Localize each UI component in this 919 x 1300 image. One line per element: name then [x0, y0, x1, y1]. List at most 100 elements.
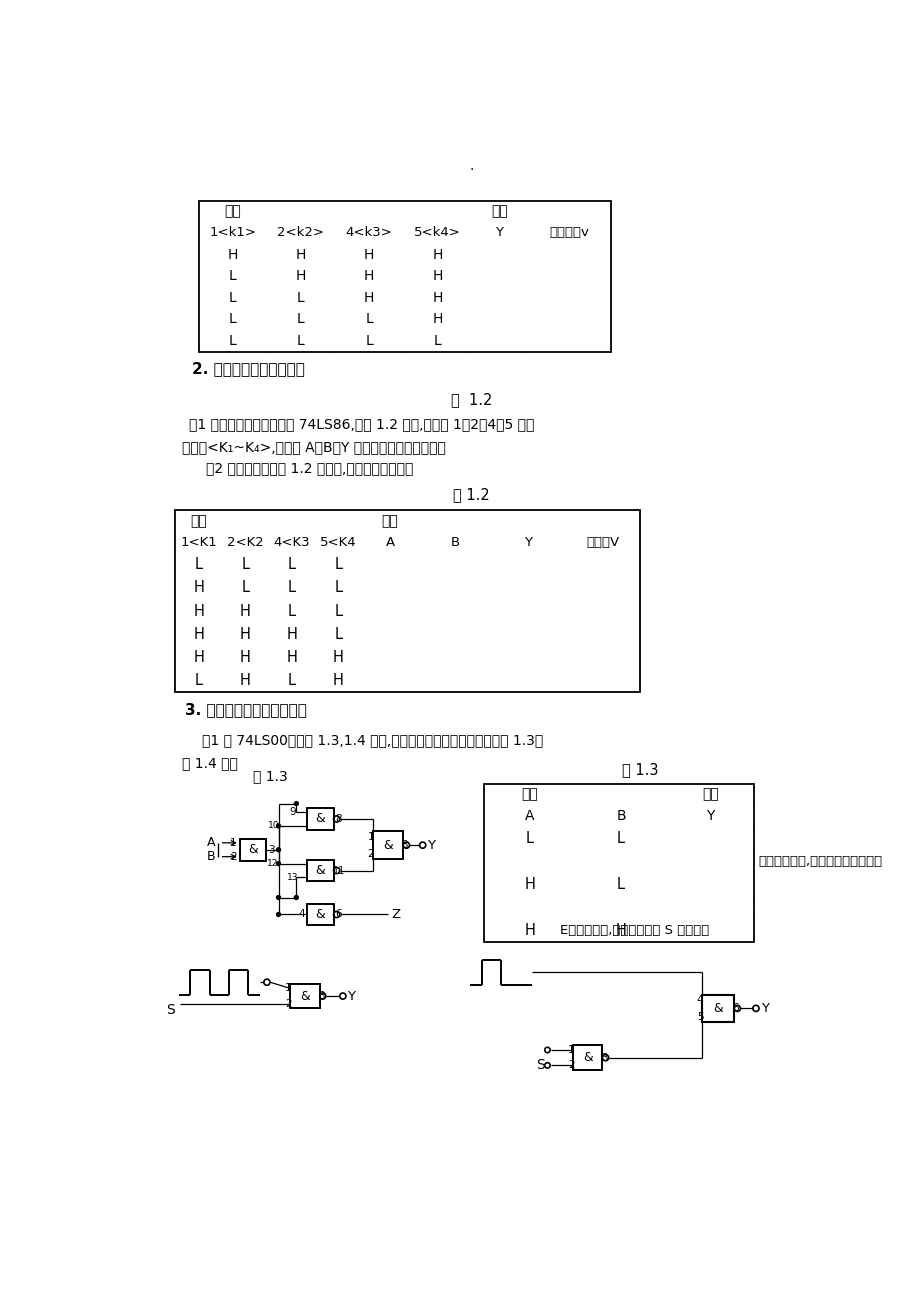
- Text: 8: 8: [335, 814, 341, 824]
- Text: H: H: [432, 291, 442, 304]
- Bar: [701, 994, 733, 1022]
- Bar: [307, 859, 334, 881]
- Text: 。2 将逻辑开关按表 1.2 的状态,将结果填入表中。: 。2 将逻辑开关按表 1.2 的状态,将结果填入表中。: [206, 462, 414, 476]
- Text: 2: 2: [568, 1061, 574, 1070]
- Text: 表 1.4 中。: 表 1.4 中。: [181, 757, 237, 771]
- Text: &: &: [382, 838, 392, 852]
- Bar: [307, 903, 334, 926]
- Text: L: L: [241, 558, 249, 572]
- Text: H: H: [615, 923, 626, 939]
- Text: &: &: [315, 812, 325, 826]
- Circle shape: [277, 913, 280, 916]
- Circle shape: [277, 862, 280, 866]
- Text: 1: 1: [568, 1045, 574, 1056]
- Text: 输入: 输入: [224, 204, 241, 218]
- Text: H: H: [432, 269, 442, 283]
- Text: H: H: [296, 269, 306, 283]
- Text: L: L: [195, 558, 202, 572]
- Text: B: B: [206, 850, 215, 863]
- Text: H: H: [432, 312, 442, 326]
- Text: 2<k2>: 2<k2>: [278, 226, 324, 239]
- Text: 5: 5: [696, 1011, 703, 1022]
- Text: 4: 4: [696, 994, 703, 1005]
- Text: 图  1.2: 图 1.2: [450, 391, 492, 407]
- Text: 10: 10: [267, 822, 279, 831]
- Text: H: H: [524, 923, 535, 939]
- Text: A: A: [206, 836, 215, 849]
- Text: L: L: [617, 831, 624, 846]
- Text: H: H: [432, 247, 442, 261]
- Text: &: &: [300, 989, 310, 1002]
- Text: &: &: [315, 864, 325, 878]
- Text: 3: 3: [317, 991, 324, 1001]
- Text: 5<K4: 5<K4: [320, 536, 357, 549]
- Text: Z: Z: [391, 907, 400, 920]
- Text: 路逻辑表述式,并画出等效逻辑图。: 路逻辑表述式,并画出等效逻辑图。: [757, 855, 881, 868]
- Text: 12: 12: [267, 859, 278, 868]
- Text: 辑开关<K₁~K₄>,输出端 A、B、Y 接电平显示发光二极管。: 辑开关<K₁~K₄>,输出端 A、B、Y 接电平显示发光二极管。: [181, 441, 445, 454]
- Text: 6: 6: [732, 1004, 738, 1014]
- Text: H: H: [240, 673, 250, 688]
- Text: 2: 2: [367, 849, 374, 858]
- Text: Y: Y: [494, 226, 503, 239]
- Text: L: L: [297, 291, 304, 304]
- Bar: [307, 809, 334, 829]
- Text: 表 1.2: 表 1.2: [453, 488, 489, 502]
- Text: L: L: [334, 581, 342, 595]
- Text: S: S: [165, 1002, 175, 1017]
- Text: 2: 2: [285, 998, 291, 1009]
- Text: L: L: [288, 603, 295, 619]
- Text: H: H: [333, 650, 344, 664]
- Circle shape: [294, 896, 298, 900]
- Text: Y: Y: [705, 809, 714, 823]
- Text: L: L: [365, 312, 373, 326]
- Text: Y: Y: [347, 989, 355, 1002]
- Bar: [289, 984, 319, 1009]
- Text: 输出: 输出: [491, 204, 507, 218]
- Text: H: H: [333, 673, 344, 688]
- Text: 6: 6: [335, 910, 342, 919]
- Text: 电压（V: 电压（V: [585, 536, 618, 549]
- Text: H: H: [227, 247, 238, 261]
- Text: 4<k3>: 4<k3>: [346, 226, 392, 239]
- Text: &: &: [712, 1002, 722, 1015]
- Text: B: B: [450, 536, 460, 549]
- Text: L: L: [229, 334, 236, 348]
- Text: 3: 3: [600, 1053, 607, 1062]
- Text: 表 1.3: 表 1.3: [621, 762, 658, 777]
- Text: 1<K1: 1<K1: [180, 536, 217, 549]
- Circle shape: [277, 896, 280, 900]
- Text: 2. 异或门逻辑功能的测试: 2. 异或门逻辑功能的测试: [192, 361, 305, 376]
- Text: 4<K3: 4<K3: [273, 536, 310, 549]
- Text: L: L: [334, 558, 342, 572]
- Text: L: L: [229, 269, 236, 283]
- Text: 2: 2: [230, 852, 236, 862]
- Text: H: H: [193, 650, 204, 664]
- Text: H: H: [364, 269, 374, 283]
- Text: L: L: [334, 603, 342, 619]
- Text: H: H: [364, 247, 374, 261]
- Text: H: H: [240, 603, 250, 619]
- Bar: [240, 838, 266, 861]
- Text: 13: 13: [287, 874, 298, 881]
- Text: H: H: [240, 627, 250, 642]
- Text: H: H: [193, 581, 204, 595]
- Text: L: L: [288, 581, 295, 595]
- Text: &: &: [248, 844, 257, 857]
- Text: H: H: [240, 650, 250, 664]
- Text: H: H: [286, 627, 297, 642]
- Text: L: L: [195, 673, 202, 688]
- Text: L: L: [288, 673, 295, 688]
- Text: H: H: [296, 247, 306, 261]
- Bar: [573, 1045, 602, 1070]
- Bar: [199, 200, 610, 351]
- Text: L: L: [241, 581, 249, 595]
- Text: L: L: [365, 334, 373, 348]
- Text: 输出: 输出: [381, 514, 398, 528]
- Text: Y: Y: [761, 1002, 768, 1015]
- Text: A: A: [385, 536, 394, 549]
- Text: E－电平开关,用示波器观察 S 对输出脉: E－电平开关,用示波器观察 S 对输出脉: [560, 924, 709, 937]
- Text: 3: 3: [401, 840, 407, 850]
- Text: 输入: 输入: [521, 788, 538, 801]
- Text: 9: 9: [289, 807, 296, 816]
